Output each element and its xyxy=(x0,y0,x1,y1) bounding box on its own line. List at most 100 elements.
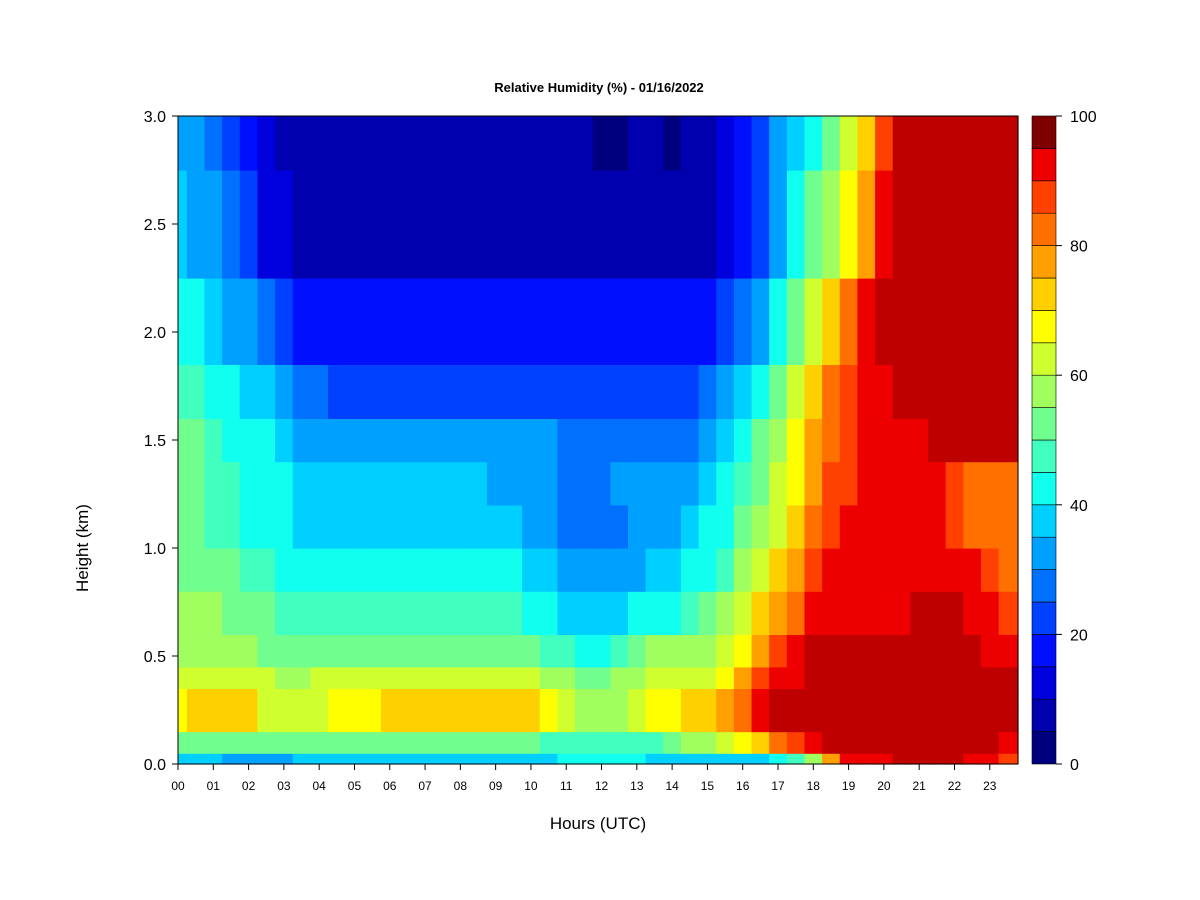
heatmap-cell xyxy=(963,364,982,419)
heatmap-cell xyxy=(804,731,823,754)
heatmap-cell xyxy=(610,688,629,711)
heatmap-cell xyxy=(486,504,506,549)
heatmap-cell xyxy=(345,461,364,506)
heatmap-cell xyxy=(557,634,576,668)
colorbar-tick-label: 20 xyxy=(1070,627,1088,644)
y-tick-label: 1.5 xyxy=(144,433,166,450)
heatmap-cell xyxy=(345,666,364,689)
heatmap-cell xyxy=(769,688,788,711)
heatmap-cell xyxy=(980,364,1000,419)
heatmap-cell xyxy=(275,731,294,754)
heatmap-cell xyxy=(239,170,259,279)
heatmap-cell xyxy=(839,710,859,733)
heatmap-cell xyxy=(592,461,611,506)
heatmap-cell xyxy=(222,548,241,592)
heatmap-cell xyxy=(822,278,841,365)
heatmap-cell xyxy=(557,731,576,754)
heatmap-cell xyxy=(380,731,400,754)
heatmap-cell xyxy=(928,731,947,754)
heatmap-cell xyxy=(716,116,735,171)
heatmap-cell xyxy=(804,548,823,592)
heatmap-cell xyxy=(363,116,382,171)
heatmap-cell xyxy=(928,116,947,171)
heatmap-cell xyxy=(769,116,788,171)
heatmap-cell xyxy=(469,116,488,171)
heatmap-cell xyxy=(769,710,788,733)
heatmap-cell xyxy=(380,278,400,365)
chart-title: Relative Humidity (%) - 01/16/2022 xyxy=(494,80,704,95)
heatmap-cell xyxy=(504,461,523,506)
heatmap-cell xyxy=(178,710,188,733)
heatmap-cell xyxy=(469,548,488,592)
heatmap-cell xyxy=(575,461,594,506)
heatmap-cell xyxy=(433,634,453,668)
heatmap-cell xyxy=(433,418,453,463)
heatmap-cell xyxy=(451,688,470,711)
heatmap-cell xyxy=(786,548,806,592)
x-tick-label: 08 xyxy=(454,779,468,793)
heatmap-cell xyxy=(839,548,859,592)
x-axis: 00 01 02 03 04 05 06 07 08 09 10 11 12 13 14 15 16 17 18 19… xyxy=(171,764,997,793)
heatmap-cell xyxy=(592,116,611,171)
heatmap-cell xyxy=(680,634,700,668)
heatmap-cell xyxy=(786,710,806,733)
heatmap-cell xyxy=(292,364,311,419)
heatmap-cell xyxy=(178,116,188,171)
heatmap-cell xyxy=(575,753,594,765)
heatmap-cell xyxy=(416,116,435,171)
heatmap-cell xyxy=(822,170,841,279)
heatmap-cell xyxy=(310,418,329,463)
heatmap-cell xyxy=(875,753,894,765)
heatmap-cell xyxy=(751,634,770,668)
heatmap-cell xyxy=(910,278,929,365)
heatmap-cell xyxy=(769,278,788,365)
heatmap-cell xyxy=(522,418,541,463)
heatmap-cell xyxy=(239,710,259,733)
heatmap-cell xyxy=(398,116,417,171)
heatmap-cell xyxy=(892,461,911,506)
heatmap-cell xyxy=(786,634,806,668)
heatmap-cell xyxy=(204,170,223,279)
y-tick-label: 0.0 xyxy=(144,757,166,774)
heatmap-cell xyxy=(575,170,594,279)
heatmap-cell xyxy=(575,591,594,635)
heatmap-cell xyxy=(363,710,382,733)
heatmap-cell xyxy=(945,666,964,689)
heatmap-cell xyxy=(663,688,682,711)
heatmap-cell xyxy=(963,710,982,733)
heatmap-cell xyxy=(910,710,929,733)
colorbar-segment xyxy=(1031,245,1057,279)
heatmap-cell xyxy=(257,278,276,365)
heatmap-cell xyxy=(363,504,382,549)
heatmap-cell xyxy=(910,666,929,689)
heatmap-cell xyxy=(610,418,629,463)
colorbar-tick-label: 40 xyxy=(1070,498,1088,515)
heatmap-cell xyxy=(380,634,400,668)
x-tick-label: 19 xyxy=(842,779,856,793)
heatmap-cell xyxy=(239,278,259,365)
heatmap-cell xyxy=(416,418,435,463)
heatmap-cell xyxy=(539,731,559,754)
heatmap-cell xyxy=(910,753,929,765)
heatmap-cell xyxy=(257,418,276,463)
heatmap-cell xyxy=(928,666,947,689)
heatmap-cell xyxy=(857,116,876,171)
heatmap-cell xyxy=(310,548,329,592)
heatmap-cell xyxy=(592,504,611,549)
heatmap-cell xyxy=(380,591,400,635)
x-tick-label: 10 xyxy=(524,779,538,793)
heatmap-cell xyxy=(328,688,347,711)
heatmap-cell xyxy=(928,591,947,635)
heatmap-cell xyxy=(875,116,894,171)
heatmap-cell xyxy=(716,666,735,689)
heatmap-cell xyxy=(469,731,488,754)
heatmap-cell xyxy=(522,753,541,765)
heatmap-cell xyxy=(663,461,682,506)
heatmap-cell xyxy=(769,170,788,279)
heatmap-cell xyxy=(451,278,470,365)
heatmap-cell xyxy=(504,634,523,668)
heatmap-cell xyxy=(186,710,206,733)
heatmap-cell xyxy=(857,461,876,506)
heatmap-cell xyxy=(522,634,541,668)
heatmap-cell xyxy=(186,116,206,171)
